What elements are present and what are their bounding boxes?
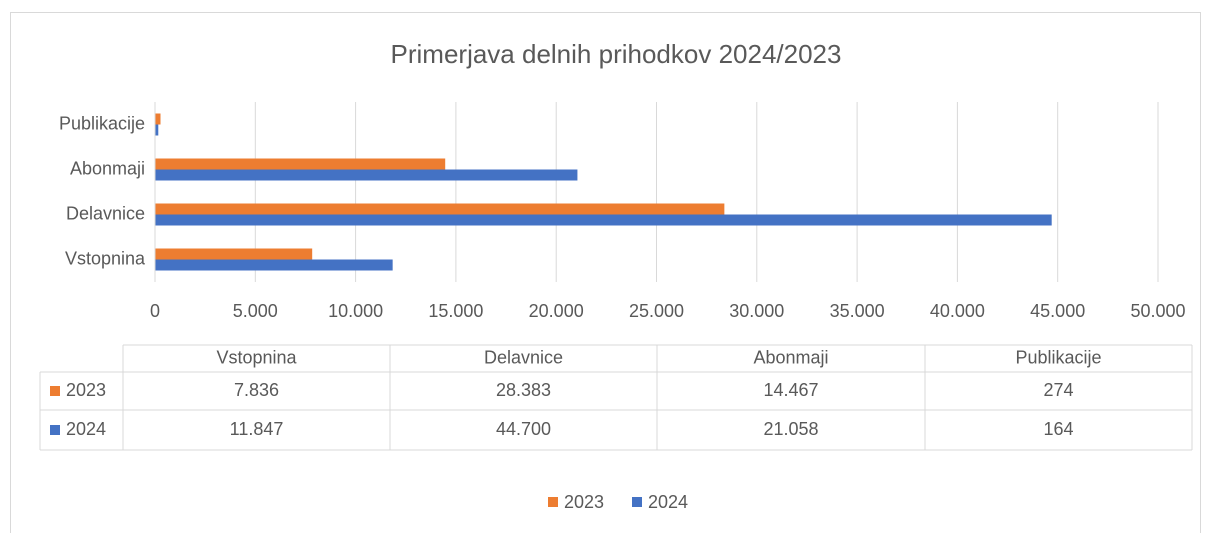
legend-key [548, 497, 558, 507]
legend-label: 2023 [564, 492, 604, 512]
y-tick-label: Vstopnina [65, 248, 146, 268]
table-series-name: 2023 [66, 380, 106, 400]
y-tick-label: Publikacije [59, 113, 145, 133]
x-tick-label: 40.000 [930, 301, 985, 321]
table-header: Abonmaji [753, 347, 828, 367]
bar [155, 124, 159, 136]
table-value: 14.467 [763, 380, 818, 400]
table-value: 7.836 [234, 380, 279, 400]
legend-label: 2024 [648, 492, 688, 512]
bar [155, 158, 446, 170]
table-header: Delavnice [484, 347, 563, 367]
legend-key [632, 497, 642, 507]
x-tick-label: 20.000 [529, 301, 584, 321]
x-tick-label: 25.000 [629, 301, 684, 321]
bar [155, 214, 1052, 226]
x-tick-label: 5.000 [233, 301, 278, 321]
x-tick-label: 45.000 [1030, 301, 1085, 321]
bar [155, 203, 725, 215]
bar [155, 248, 313, 260]
table-series-name: 2024 [66, 419, 106, 439]
bar [155, 113, 161, 125]
y-tick-label: Abonmaji [70, 158, 145, 178]
legend-key [50, 386, 60, 396]
x-tick-label: 0 [150, 301, 160, 321]
table-value: 44.700 [496, 419, 551, 439]
table-value: 28.383 [496, 380, 551, 400]
bar [155, 169, 578, 181]
table-value: 164 [1043, 419, 1073, 439]
x-tick-label: 50.000 [1130, 301, 1185, 321]
legend-key [50, 425, 60, 435]
table-value: 274 [1043, 380, 1073, 400]
table-value: 21.058 [763, 419, 818, 439]
table-header: Publikacije [1015, 347, 1101, 367]
bar [155, 259, 393, 271]
x-tick-label: 35.000 [830, 301, 885, 321]
x-tick-label: 15.000 [428, 301, 483, 321]
chart-frame [10, 12, 1201, 533]
x-tick-label: 30.000 [729, 301, 784, 321]
x-tick-label: 10.000 [328, 301, 383, 321]
y-tick-label: Delavnice [66, 203, 145, 223]
table-header: Vstopnina [216, 347, 297, 367]
chart-title: Primerjava delnih prihodkov 2024/2023 [391, 39, 842, 69]
table-value: 11.847 [230, 419, 284, 439]
